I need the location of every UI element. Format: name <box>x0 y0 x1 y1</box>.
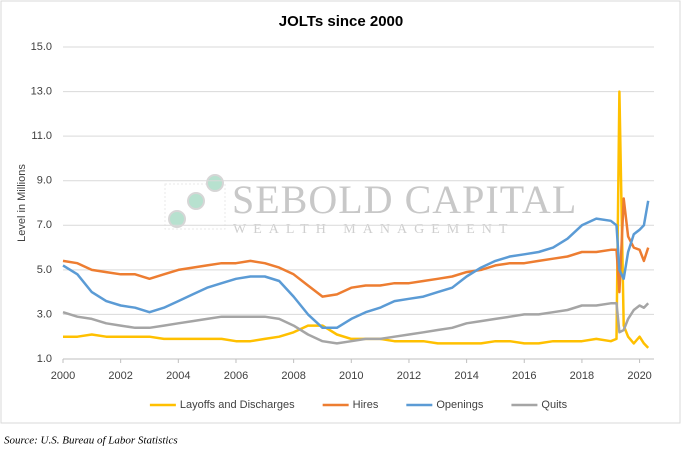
chart-border <box>0 0 681 424</box>
x-tick-label: 2004 <box>166 370 190 382</box>
x-tick-label: 2012 <box>397 370 421 382</box>
x-tick-label: 2000 <box>51 370 75 382</box>
series-line <box>62 197 650 298</box>
legend-label: Quits <box>541 399 567 411</box>
y-tick-label: 13.0 <box>31 85 52 97</box>
y-axis-label: Level in Millions <box>16 164 28 242</box>
y-tick-label: 3.0 <box>37 308 52 320</box>
x-tick-label: 2006 <box>224 370 248 382</box>
watermark-logo <box>164 174 226 230</box>
y-tick-label: 1.0 <box>37 353 52 365</box>
series-line <box>62 302 650 345</box>
legend-label: Openings <box>436 399 484 411</box>
x-tick-label: 2008 <box>281 370 305 382</box>
source-note: Source: U.S. Bureau of Labor Statistics <box>4 435 178 447</box>
x-tick-label: 2014 <box>454 370 478 382</box>
chart-title: JOLTs since 2000 <box>279 13 404 30</box>
y-tick-label: 11.0 <box>31 130 52 142</box>
watermark-subtext: WEALTH MANAGEMENT <box>233 222 514 237</box>
watermark-text: SEBOLD CAPITAL <box>232 177 577 222</box>
series-line <box>62 200 650 330</box>
x-tick-label: 2020 <box>627 370 651 382</box>
legend-label: Hires <box>353 399 379 411</box>
y-tick-label: 7.0 <box>37 219 52 231</box>
x-tick-label: 2002 <box>108 370 132 382</box>
x-tick-label: 2016 <box>512 370 536 382</box>
y-tick-label: 5.0 <box>37 264 52 276</box>
x-tick-label: 2018 <box>570 370 594 382</box>
legend-label: Layoffs and Discharges <box>180 399 295 411</box>
x-tick-label: 2010 <box>339 370 363 382</box>
y-tick-label: 9.0 <box>37 175 52 187</box>
y-tick-label: 15.0 <box>31 41 52 53</box>
series-line <box>63 90 650 349</box>
